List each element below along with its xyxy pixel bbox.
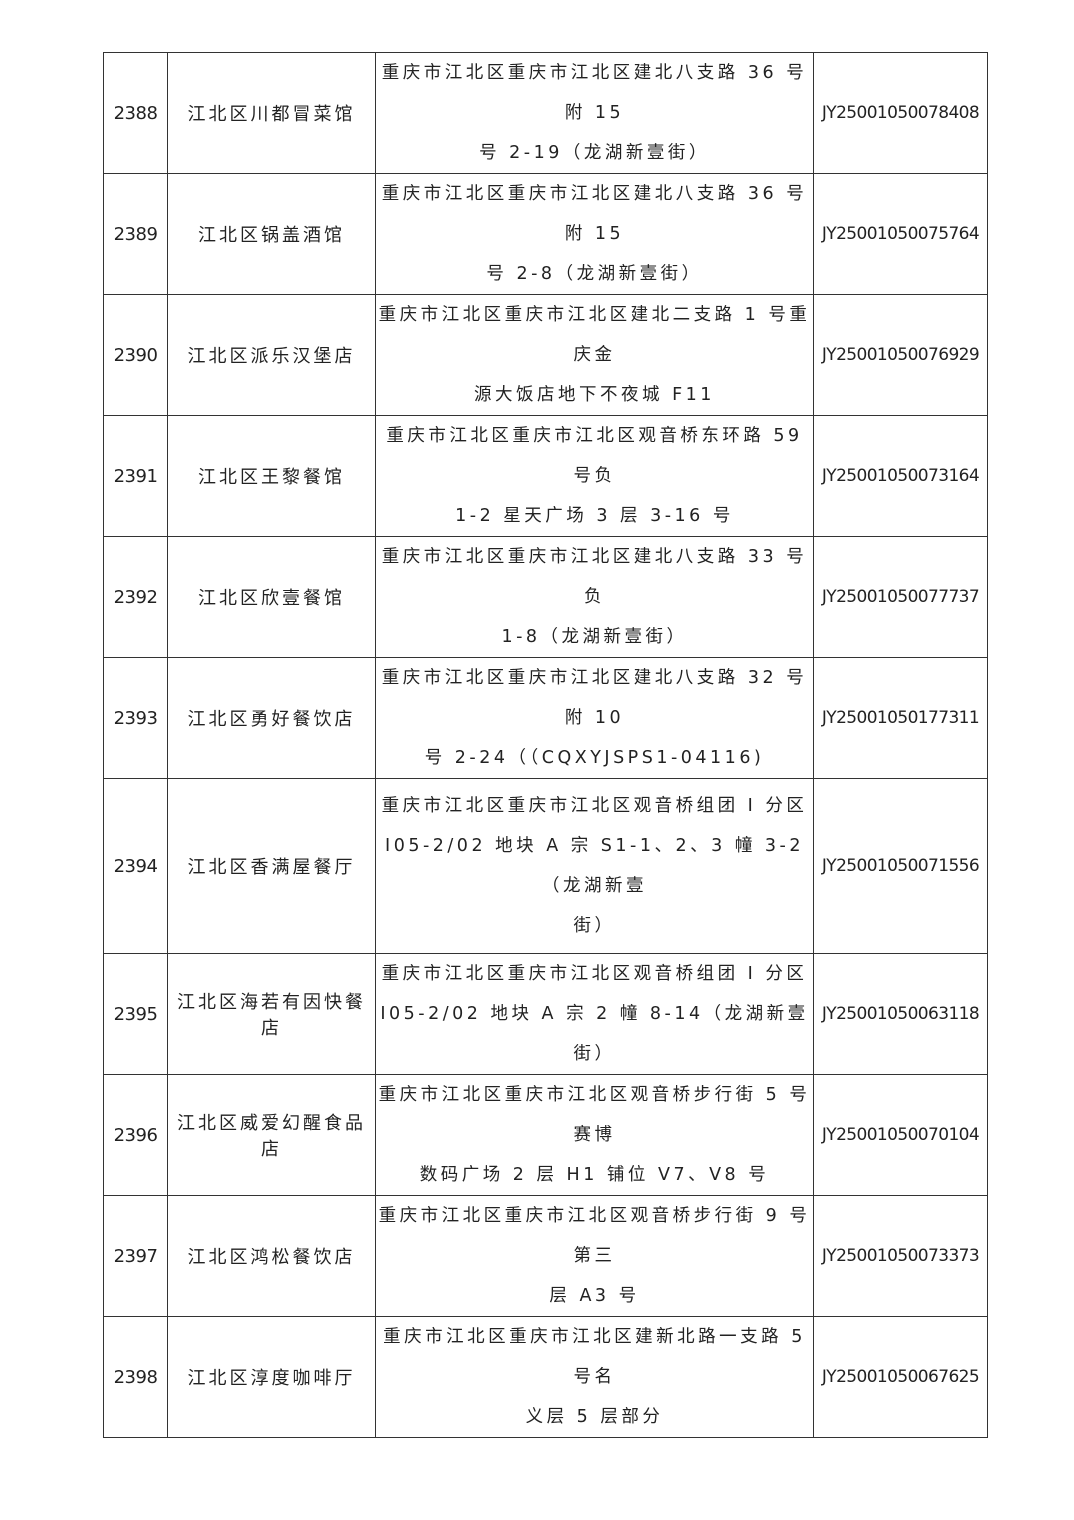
business-name: 江北区川都冒菜馆 — [167, 52, 376, 174]
business-address: 重庆市江北区重庆市江北区观音桥组团 I 分区 I05-2/02 地块 A 宗 S… — [375, 778, 814, 954]
row-number: 2391 — [103, 415, 168, 537]
table-row: 2391 江北区王黎餐馆 重庆市江北区重庆市江北区观音桥东环路 59 号负 1-2 … — [103, 415, 988, 537]
license-number: JY25001050070104 — [813, 1074, 988, 1196]
business-address: 重庆市江北区重庆市江北区建北八支路 33 号负 1-8（龙湖新壹街） — [375, 536, 814, 658]
license-number: JY25001050073164 — [813, 415, 988, 537]
table-row: 2390 江北区派乐汉堡店 重庆市江北区重庆市江北区建北二支路 1 号重庆金 源大饭… — [103, 294, 988, 416]
business-address: 重庆市江北区重庆市江北区观音桥东环路 59 号负 1-2 星天广场 3 层 3-… — [375, 415, 814, 537]
table-row: 2395 江北区海若有因快餐店 重庆市江北区重庆市江北区观音桥组团 I 分区 I05… — [103, 953, 988, 1075]
license-number: JY25001050078408 — [813, 52, 988, 174]
business-name: 江北区威爱幻醒食品店 — [167, 1074, 376, 1196]
row-number: 2395 — [103, 953, 168, 1075]
business-address: 重庆市江北区重庆市江北区观音桥步行街 5 号赛博 数码广场 2 层 H1 铺位 … — [375, 1074, 814, 1196]
table-row: 2392 江北区欣壹餐馆 重庆市江北区重庆市江北区建北八支路 33 号负 1-8（龙… — [103, 536, 988, 658]
license-number: JY25001050177311 — [813, 657, 988, 779]
business-name: 江北区王黎餐馆 — [167, 415, 376, 537]
row-number: 2393 — [103, 657, 168, 779]
business-address: 重庆市江北区重庆市江北区建北八支路 36 号附 15 号 2-8（龙湖新壹街） — [375, 173, 814, 295]
row-number: 2390 — [103, 294, 168, 416]
business-address: 重庆市江北区重庆市江北区建新北路一支路 5 号名 义层 5 层部分 — [375, 1316, 814, 1438]
business-address: 重庆市江北区重庆市江北区观音桥步行街 9 号第三 层 A3 号 — [375, 1195, 814, 1317]
business-name: 江北区派乐汉堡店 — [167, 294, 376, 416]
license-number: JY25001050077737 — [813, 536, 988, 658]
license-number: JY25001050063118 — [813, 953, 988, 1075]
license-table: 2388 江北区川都冒菜馆 重庆市江北区重庆市江北区建北八支路 36 号附 15 号… — [103, 52, 988, 1438]
table-row: 2388 江北区川都冒菜馆 重庆市江北区重庆市江北区建北八支路 36 号附 15 号… — [103, 52, 988, 174]
business-address: 重庆市江北区重庆市江北区建北八支路 32 号附 10 号 2-24（（CQXYJ… — [375, 657, 814, 779]
table-row: 2394 江北区香满屋餐厅 重庆市江北区重庆市江北区观音桥组团 I 分区 I05-2… — [103, 778, 988, 954]
license-number: JY25001050067625 — [813, 1316, 988, 1438]
license-number: JY25001050075764 — [813, 173, 988, 295]
business-name: 江北区淳度咖啡厅 — [167, 1316, 376, 1438]
license-number: JY25001050073373 — [813, 1195, 988, 1317]
business-name: 江北区欣壹餐馆 — [167, 536, 376, 658]
business-address: 重庆市江北区重庆市江北区建北八支路 36 号附 15 号 2-19（龙湖新壹街） — [375, 52, 814, 174]
row-number: 2397 — [103, 1195, 168, 1317]
row-number: 2392 — [103, 536, 168, 658]
business-name: 江北区香满屋餐厅 — [167, 778, 376, 954]
business-address: 重庆市江北区重庆市江北区观音桥组团 I 分区 I05-2/02 地块 A 宗 2… — [375, 953, 814, 1075]
business-name: 江北区锅盖酒馆 — [167, 173, 376, 295]
row-number: 2389 — [103, 173, 168, 295]
row-number: 2388 — [103, 52, 168, 174]
business-address: 重庆市江北区重庆市江北区建北二支路 1 号重庆金 源大饭店地下不夜城 F11 — [375, 294, 814, 416]
business-name: 江北区鸿松餐饮店 — [167, 1195, 376, 1317]
table-row: 2398 江北区淳度咖啡厅 重庆市江北区重庆市江北区建新北路一支路 5 号名 义层 … — [103, 1316, 988, 1438]
row-number: 2398 — [103, 1316, 168, 1438]
business-name: 江北区海若有因快餐店 — [167, 953, 376, 1075]
table-row: 2396 江北区威爱幻醒食品店 重庆市江北区重庆市江北区观音桥步行街 5 号赛博 数… — [103, 1074, 988, 1196]
row-number: 2394 — [103, 778, 168, 954]
business-name: 江北区勇好餐饮店 — [167, 657, 376, 779]
table-row: 2397 江北区鸿松餐饮店 重庆市江北区重庆市江北区观音桥步行街 9 号第三 层 A… — [103, 1195, 988, 1317]
table-row: 2389 江北区锅盖酒馆 重庆市江北区重庆市江北区建北八支路 36 号附 15 号 … — [103, 173, 988, 295]
table-row: 2393 江北区勇好餐饮店 重庆市江北区重庆市江北区建北八支路 32 号附 10 号… — [103, 657, 988, 779]
row-number: 2396 — [103, 1074, 168, 1196]
license-number: JY25001050071556 — [813, 778, 988, 954]
license-number: JY25001050076929 — [813, 294, 988, 416]
